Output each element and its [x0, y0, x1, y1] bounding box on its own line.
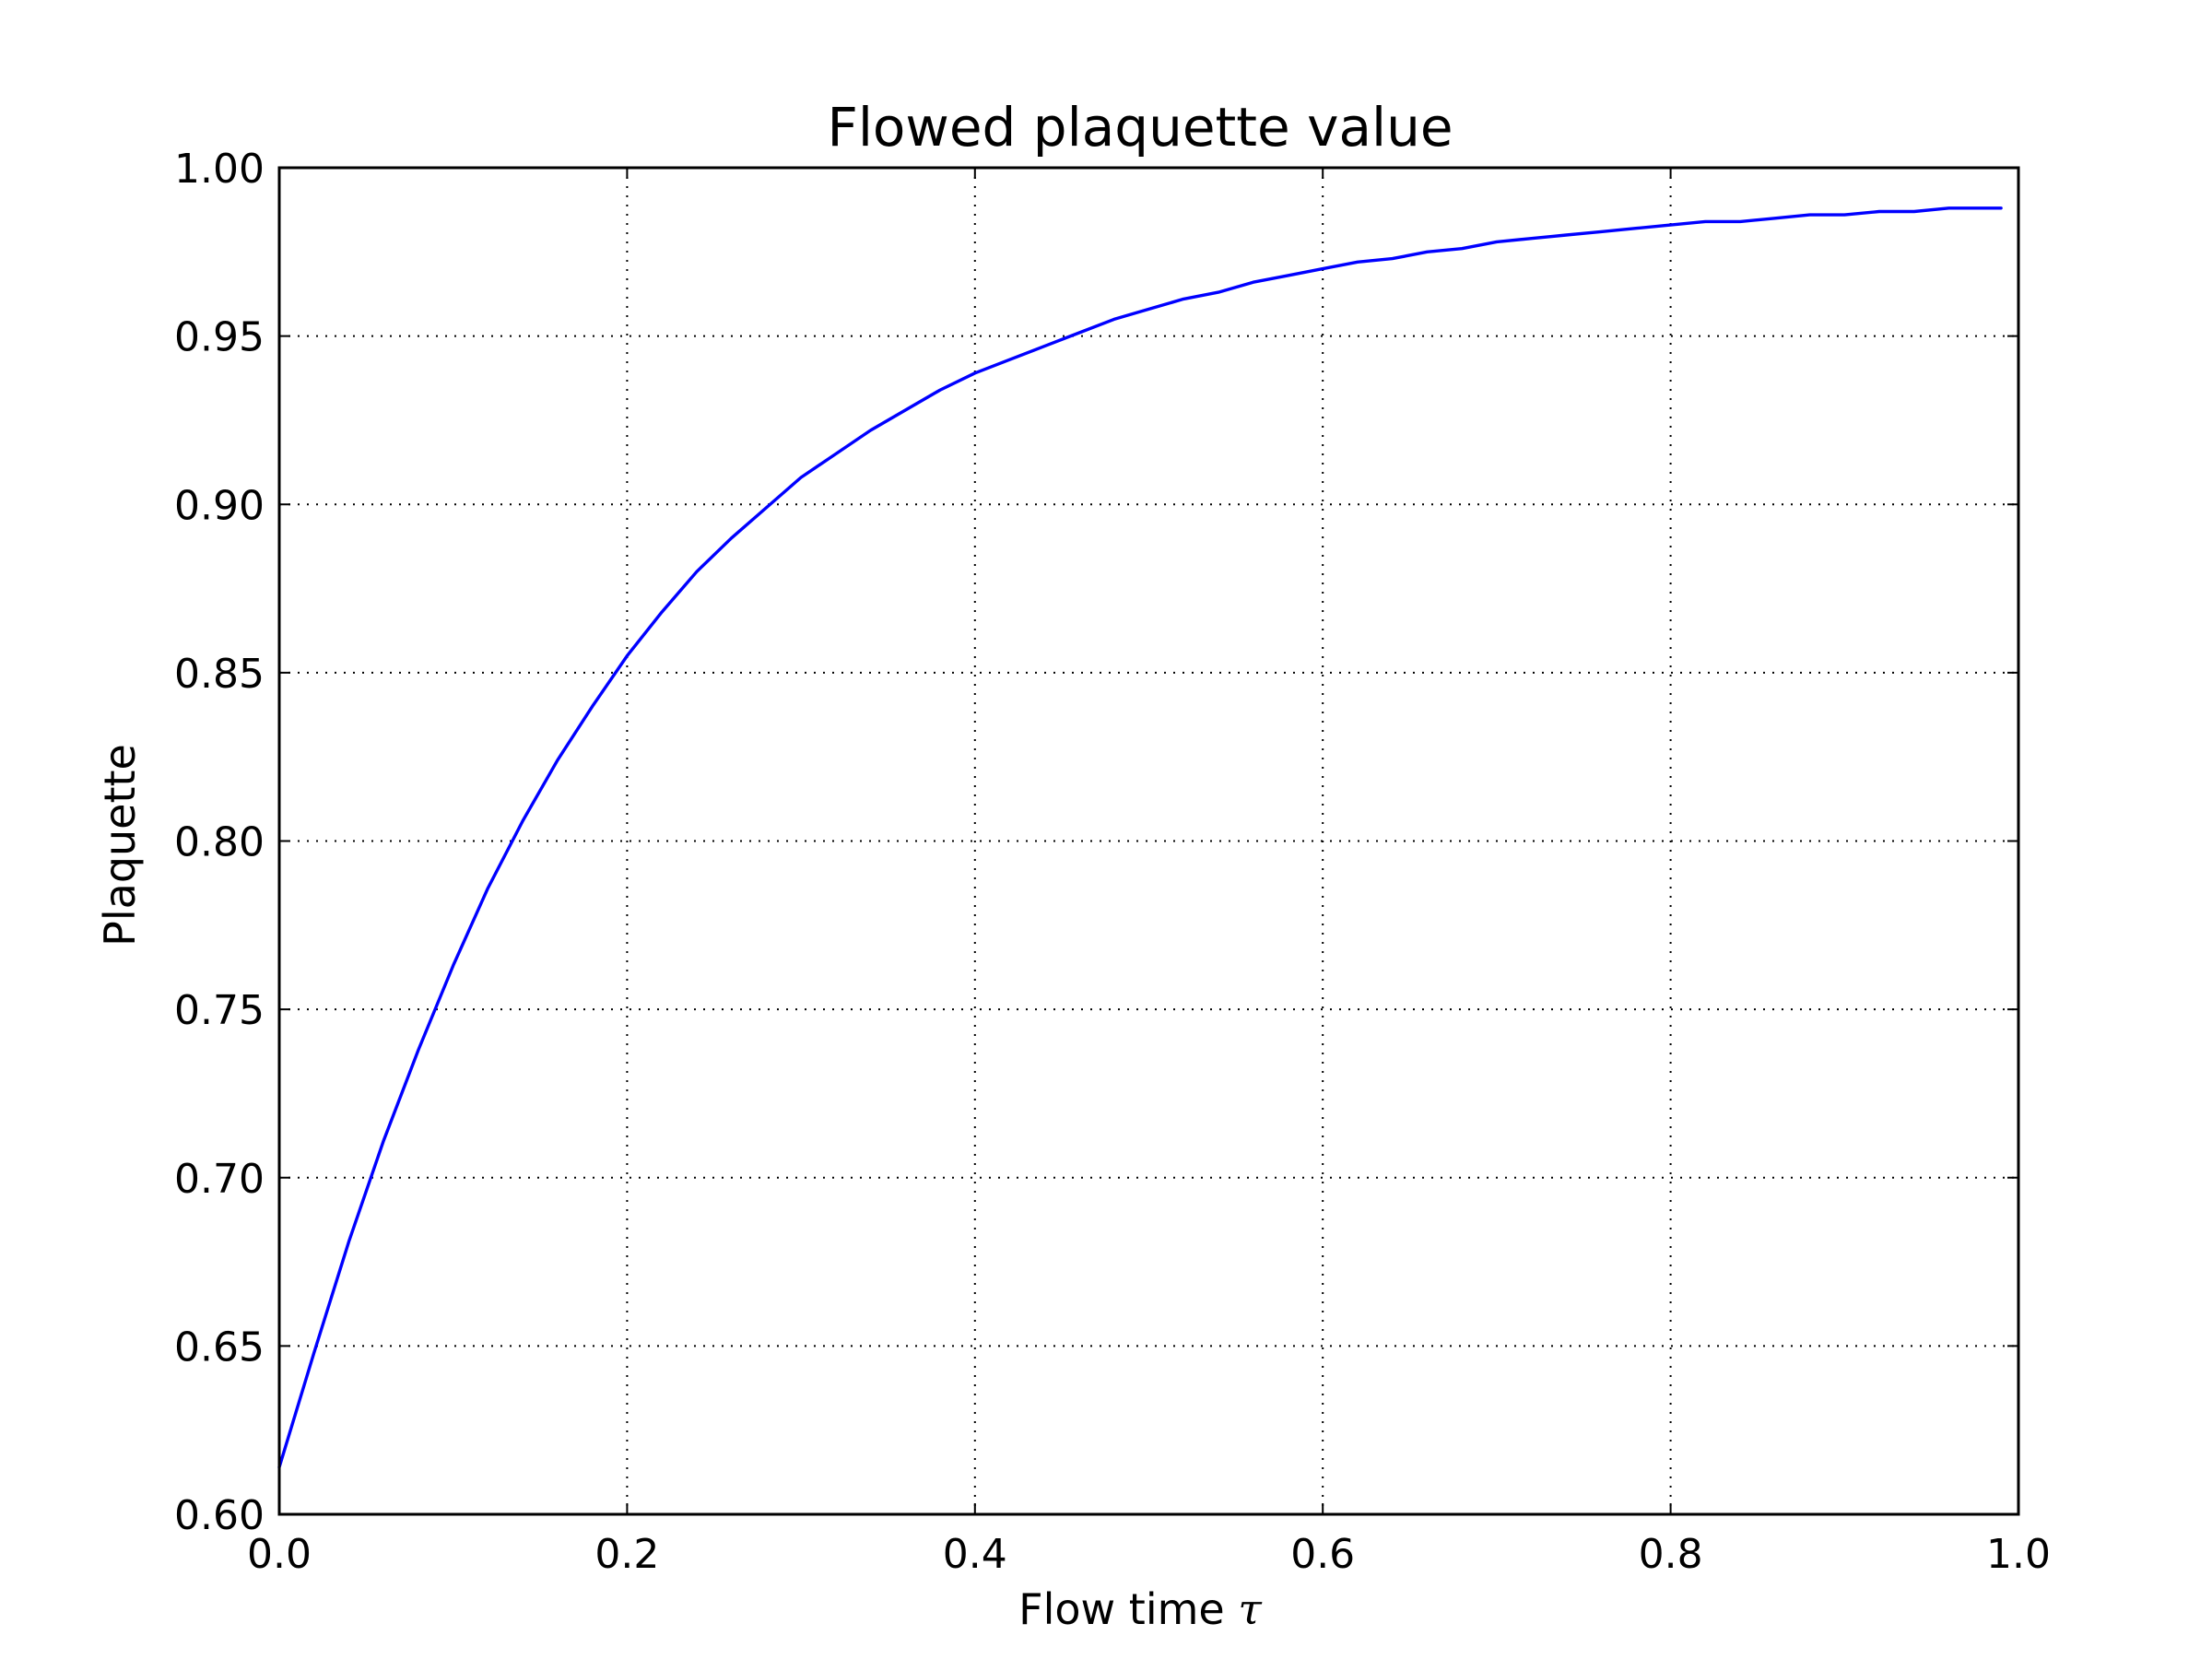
plot-area-frame	[277, 166, 2020, 1516]
x-tick-label: 0.4	[943, 1531, 1007, 1578]
y-tick-labels: 0.60 0.65 0.70 0.75 0.80 0.85 0.90 0.95 1.00	[174, 146, 265, 1539]
x-tick-label: 1.0	[1986, 1531, 2051, 1578]
y-tick-label: 0.70	[174, 1156, 265, 1203]
y-axis-label: Plaquette	[95, 744, 145, 947]
x-tick-label: 0.6	[1290, 1531, 1355, 1578]
x-tick-labels: 0.0 0.2 0.4 0.6 0.8 1.0	[247, 1531, 2051, 1578]
y-tick-label: 0.90	[174, 482, 265, 529]
x-axis-label: Flow time τ	[1018, 1584, 1263, 1634]
y-tick-label: 0.85	[174, 651, 265, 698]
tick-marks	[278, 167, 2019, 1515]
x-tick-label: 0.0	[247, 1531, 312, 1578]
x-tick-label: 0.8	[1639, 1531, 1703, 1578]
y-tick-label: 0.60	[174, 1492, 265, 1539]
y-tick-label: 0.75	[174, 987, 265, 1034]
chart-title: Flowed plaquette value	[827, 96, 1453, 159]
y-tick-label: 1.00	[174, 146, 265, 193]
series-layer	[277, 206, 2003, 1469]
x-tick-label: 0.2	[594, 1531, 659, 1578]
grid-lines	[278, 167, 2019, 1515]
series-line	[277, 206, 2003, 1469]
tau-symbol: τ	[1238, 1584, 1263, 1634]
y-tick-label: 0.80	[174, 819, 265, 866]
y-tick-label: 0.95	[174, 314, 265, 361]
y-tick-label: 0.65	[174, 1324, 265, 1371]
x-axis-label-text: Flow time	[1018, 1584, 1225, 1634]
